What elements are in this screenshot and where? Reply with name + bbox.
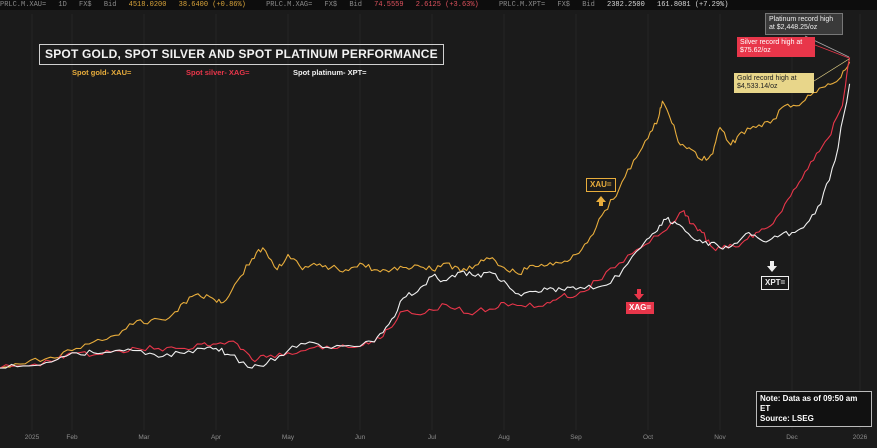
x-axis: 2025 Feb Mar Apr May Jun Jul Aug Sep Oct Nov Dec 202… (25, 434, 868, 441)
data-note: Note: Data as of 09:50 am ET Source: LSE… (756, 391, 872, 427)
x-tick-label: Jun (355, 434, 366, 441)
series-line-silver (0, 57, 851, 369)
silver-record-callout: Silver record high at $75.62/oz (737, 37, 815, 57)
xag-tag: XAG= (626, 302, 655, 314)
chart-title: SPOT GOLD, SPOT SILVER AND SPOT PLATINUM… (39, 44, 444, 65)
x-tick-label: Feb (66, 434, 78, 441)
x-tick-label: Mar (138, 434, 150, 441)
x-tick-label: Sep (570, 434, 582, 441)
gold-connector (813, 58, 850, 82)
xau-tag: XAU= (586, 178, 616, 192)
xpt-arrow-icon (767, 261, 777, 272)
x-tick-label: Nov (714, 434, 726, 441)
x-tick-label: 2026 (853, 434, 868, 441)
series-line-gold (0, 61, 851, 369)
xag-arrow-icon (634, 289, 644, 300)
silver-connector (814, 44, 850, 59)
x-tick-label: Dec (786, 434, 798, 441)
note-timestamp: Note: Data as of 09:50 am ET (760, 394, 858, 413)
gold-record-callout: Gold record high at $4,533.14/oz (734, 73, 814, 93)
x-tick-label: May (282, 434, 295, 441)
x-tick-label: 2025 (25, 434, 40, 441)
legend-silver: Spot silver- XAG= (186, 68, 250, 77)
x-tick-label: Aug (498, 434, 510, 441)
xau-arrow-icon (596, 196, 606, 206)
x-tick-label: Apr (211, 434, 222, 441)
legend-gold: Spot gold- XAU= (72, 68, 132, 77)
ticker-xag[interactable]: PRLC.M.XAG= FX$ Bid 74.5559 2.6125 (+3.6… (266, 1, 479, 9)
xpt-tag: XPT= (761, 276, 790, 290)
ticker-xau[interactable]: PRLC.M.XAU= 1D FX$ Bid 4518.0200 38.6400… (0, 1, 246, 9)
x-tick-label: Jul (428, 434, 437, 441)
platinum-record-callout: Platinum record high at $2,448.25/oz (765, 13, 843, 35)
ticker-xpt[interactable]: PRLC.M.XPT= FX$ Bid 2382.2500 161.8081 (… (498, 1, 729, 9)
series-line-platinum (0, 83, 851, 369)
note-source: Source: LSEG (760, 414, 814, 423)
series-lines (0, 57, 851, 369)
x-tick-label: Oct (643, 434, 653, 441)
legend-platinum: Spot platinum- XPT= (293, 68, 367, 77)
quote-ticker-bar: PRLC.M.XAU= 1D FX$ Bid 4518.0200 38.6400… (0, 0, 877, 10)
